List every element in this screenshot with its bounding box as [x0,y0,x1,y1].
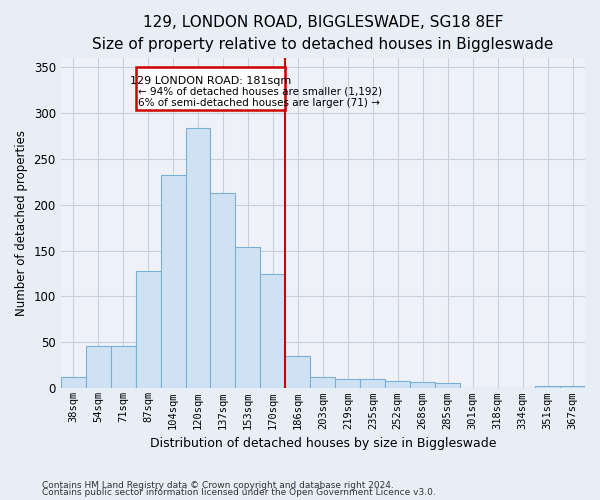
Bar [136,271,161,388]
Bar [335,379,360,388]
Bar [535,386,560,388]
Bar [235,247,260,388]
Bar [211,192,235,388]
Bar [360,379,385,388]
Bar [260,274,286,388]
Bar [161,175,185,388]
FancyBboxPatch shape [136,66,286,110]
X-axis label: Distribution of detached houses by size in Biggleswade: Distribution of detached houses by size … [149,437,496,450]
Bar [110,346,136,389]
Text: ← 94% of detached houses are smaller (1,192): ← 94% of detached houses are smaller (1,… [138,87,382,97]
Text: Contains public sector information licensed under the Open Government Licence v3: Contains public sector information licen… [42,488,436,497]
Bar [286,356,310,388]
Bar [61,378,86,388]
Text: 6% of semi-detached houses are larger (71) →: 6% of semi-detached houses are larger (7… [138,98,380,108]
Bar [86,346,110,389]
Title: 129, LONDON ROAD, BIGGLESWADE, SG18 8EF
Size of property relative to detached ho: 129, LONDON ROAD, BIGGLESWADE, SG18 8EF … [92,15,554,52]
Bar [385,381,410,388]
Y-axis label: Number of detached properties: Number of detached properties [15,130,28,316]
Bar [185,128,211,388]
Bar [560,386,585,388]
Text: 129 LONDON ROAD: 181sqm: 129 LONDON ROAD: 181sqm [130,76,291,86]
Text: Contains HM Land Registry data © Crown copyright and database right 2024.: Contains HM Land Registry data © Crown c… [42,480,394,490]
Bar [310,378,335,388]
Bar [410,382,435,388]
Bar [435,383,460,388]
